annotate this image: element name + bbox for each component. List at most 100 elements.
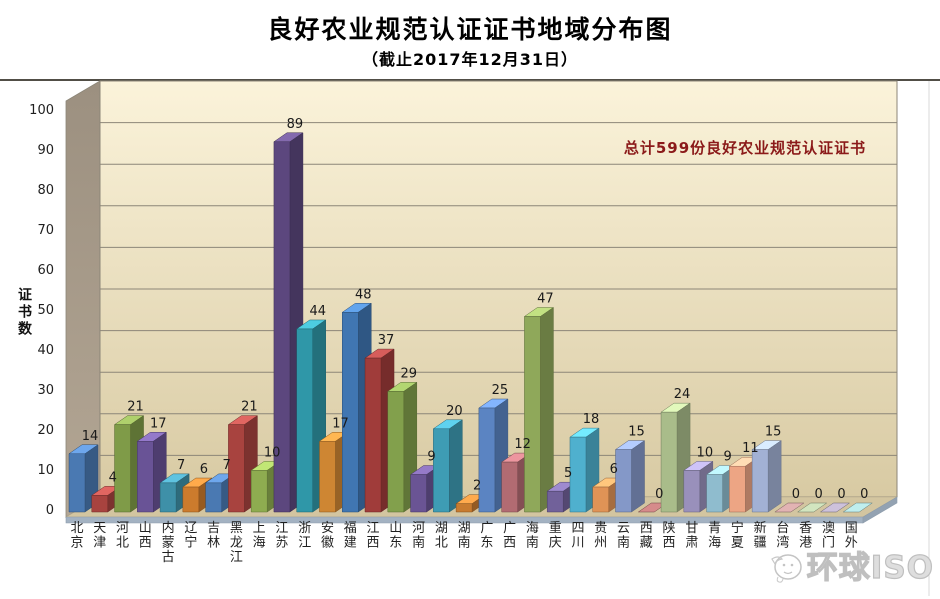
- x-axis-label: 甘肃: [685, 521, 698, 551]
- bar-value-label: 4: [109, 470, 117, 485]
- y-axis-title: 证书数: [16, 287, 32, 338]
- y-tick-label: 40: [37, 343, 54, 358]
- x-axis-label: 北京: [70, 521, 83, 551]
- x-axis-label: 广东: [480, 521, 493, 551]
- bar-front-face: [182, 486, 200, 513]
- y-tick-label: 0: [46, 503, 54, 518]
- bar-value-label: 15: [765, 425, 782, 440]
- x-axis-label: 香港: [799, 521, 812, 551]
- bar-value-label: 0: [815, 487, 823, 502]
- bar-zero-base: [819, 502, 851, 513]
- bar-front-face: [342, 312, 359, 513]
- bar-front-face: [729, 465, 746, 513]
- bar-value-label: 25: [492, 383, 509, 398]
- x-axis-label: 福建: [344, 521, 357, 551]
- bar-front-face: [319, 441, 336, 513]
- bar-value-label: 7: [177, 458, 185, 473]
- x-axis-label: 海南: [526, 521, 539, 551]
- bar-value-label: 37: [378, 333, 395, 348]
- bar-value-label: 12: [514, 437, 531, 452]
- bar-value-label: 0: [837, 487, 845, 502]
- bar-内蒙古: [159, 473, 190, 513]
- bar-value-label: 48: [355, 287, 372, 302]
- y-tick-label: 30: [37, 383, 54, 398]
- bar-front-face: [159, 482, 177, 513]
- x-axis-label: 江苏: [275, 521, 288, 551]
- bar-front-face: [501, 461, 518, 513]
- bar-front-face: [569, 436, 587, 513]
- bar-value-label: 7: [222, 458, 230, 473]
- bar-value-label: 17: [332, 416, 349, 431]
- bar-front-face: [615, 449, 632, 513]
- bar-front-face: [524, 316, 541, 513]
- bar-value-label: 6: [200, 462, 208, 477]
- bar-front-face: [751, 449, 769, 513]
- y-tick-label: 100: [29, 103, 54, 118]
- x-axis-label: 山西: [139, 521, 152, 551]
- bar-front-face: [364, 357, 382, 513]
- bar-side-face: [631, 440, 645, 513]
- x-axis-label: 青海: [708, 521, 721, 551]
- watermark-mascot-icon: [770, 553, 802, 583]
- bar-front-face: [455, 503, 473, 513]
- x-axis-label: 四川: [571, 521, 584, 551]
- x-axis-label: 湖南: [458, 521, 471, 551]
- bar-front-face: [296, 328, 313, 513]
- x-axis-label: 辽宁: [184, 521, 197, 551]
- x-axis-label: 河南: [412, 521, 425, 551]
- chart-title: 良好农业规范认证证书地域分布图: [267, 15, 673, 44]
- x-axis-label: 国外: [845, 521, 858, 551]
- bar-澳门: [819, 502, 851, 513]
- x-axis-label: 新疆: [754, 520, 767, 551]
- bar-value-label: 20: [446, 404, 463, 419]
- bar-value-label: 6: [610, 462, 618, 477]
- bar-front-face: [546, 490, 564, 513]
- x-axis-label: 重庆: [549, 520, 562, 551]
- bar-front-face: [228, 424, 245, 513]
- bar-front-face: [683, 470, 701, 513]
- bar-value-label: 89: [287, 117, 304, 132]
- bar-value-label: 0: [792, 487, 800, 502]
- bar-value-label: 24: [674, 387, 691, 402]
- bar-front-face: [68, 453, 86, 513]
- bar-value-label: 11: [742, 441, 759, 456]
- x-axis-label: 台湾: [776, 521, 789, 551]
- x-axis-label: 江西: [367, 521, 380, 551]
- x-axis-label: 浙江: [298, 521, 311, 551]
- bar-湖北: [432, 419, 464, 513]
- bar-海南: [523, 307, 555, 513]
- bar-side-face: [449, 419, 463, 513]
- bar-value-label: 2: [473, 479, 481, 494]
- bar-新疆: [751, 440, 782, 513]
- bar-zero-base: [842, 502, 874, 513]
- bar-value-label: 5: [564, 466, 572, 481]
- bar-value-label: 17: [150, 416, 167, 431]
- y-tick-label: 60: [37, 263, 54, 278]
- bar-front-face: [205, 482, 222, 513]
- y-tick-label: 50: [37, 303, 54, 318]
- bar-value-label: 15: [628, 425, 645, 440]
- x-axis-label: 安徽: [321, 521, 334, 551]
- y-tick-label: 10: [37, 463, 54, 478]
- bar-value-label: 9: [427, 450, 435, 465]
- bar-front-face: [433, 428, 450, 513]
- bar-front-face: [137, 441, 154, 513]
- plot-floor-right-edge: [862, 496, 898, 524]
- x-axis-label: 云南: [617, 521, 630, 551]
- bar-front-face: [114, 424, 131, 513]
- x-axis-label: 吉林: [207, 521, 220, 551]
- y-tick-label: 90: [37, 143, 54, 158]
- x-axis-label: 上海: [253, 521, 266, 551]
- x-axis-label: 广西: [503, 521, 516, 551]
- x-axis-label: 内蒙古: [162, 520, 175, 565]
- x-axis-label: 西藏: [640, 521, 653, 551]
- x-axis-label: 湖北: [435, 521, 448, 551]
- bar-value-label: 0: [860, 487, 868, 502]
- bar-side-face: [767, 440, 782, 513]
- bar-front-face: [706, 474, 723, 513]
- x-axis-label: 天津: [93, 521, 106, 551]
- x-axis-label: 宁夏: [731, 520, 744, 551]
- bar-国外: [842, 502, 874, 513]
- watermark-text: 环球ISO: [806, 549, 934, 586]
